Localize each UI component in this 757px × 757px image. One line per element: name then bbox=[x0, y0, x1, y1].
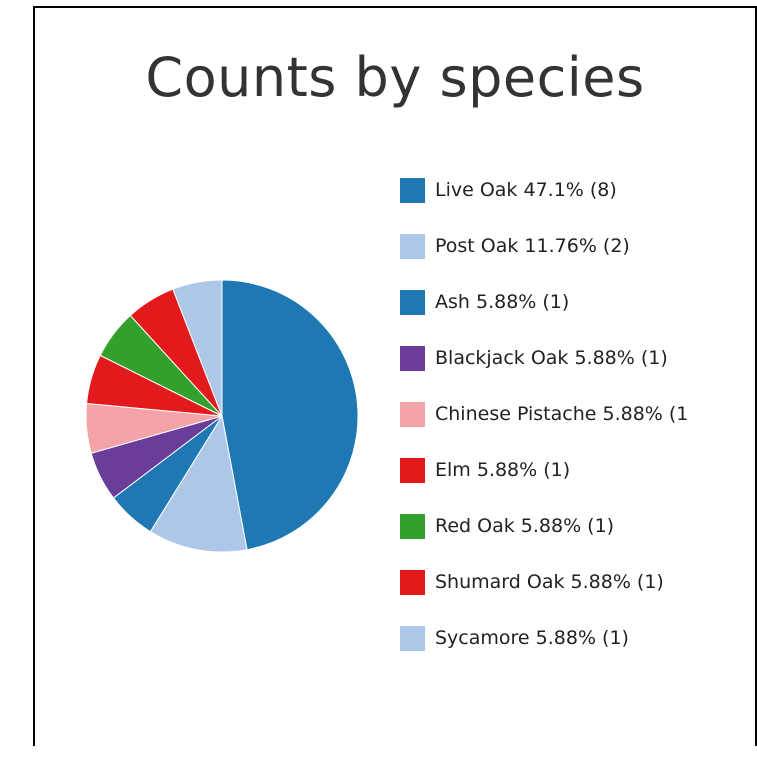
legend-label: Blackjack Oak 5.88% (1) bbox=[435, 347, 668, 369]
legend-swatch bbox=[400, 514, 425, 539]
legend-label: Elm 5.88% (1) bbox=[435, 459, 571, 481]
legend-swatch bbox=[400, 458, 425, 483]
pie-slice-sycamore bbox=[172, 279, 223, 417]
legend-label: Live Oak 47.1% (8) bbox=[435, 179, 617, 201]
legend-label: Ash 5.88% (1) bbox=[435, 291, 570, 313]
legend-item: Shumard Oak 5.88% (1) bbox=[400, 568, 757, 605]
legend: Live Oak 47.1% (8) Post Oak 11.76% (2) Ash… bbox=[400, 176, 757, 680]
legend-item: Red Oak 5.88% (1) bbox=[400, 512, 757, 549]
legend-item: Ash 5.88% (1) bbox=[400, 288, 757, 325]
legend-swatch bbox=[400, 178, 425, 203]
legend-label: Post Oak 11.76% (2) bbox=[435, 235, 630, 257]
legend-label: Shumard Oak 5.88% (1) bbox=[435, 571, 664, 593]
legend-swatch bbox=[400, 346, 425, 371]
legend-label: Red Oak 5.88% (1) bbox=[435, 515, 615, 537]
legend-swatch bbox=[400, 234, 425, 259]
legend-swatch bbox=[400, 570, 425, 595]
legend-label: Chinese Pistache 5.88% (1 bbox=[435, 403, 689, 425]
legend-swatch bbox=[400, 626, 425, 651]
legend-swatch bbox=[400, 402, 425, 427]
legend-item: Live Oak 47.1% (8) bbox=[400, 176, 757, 213]
pie-slice-post-oak bbox=[149, 414, 248, 553]
legend-item: Blackjack Oak 5.88% (1) bbox=[400, 344, 757, 381]
legend-item: Chinese Pistache 5.88% (1 bbox=[400, 400, 757, 437]
legend-label: Sycamore 5.88% (1) bbox=[435, 627, 629, 649]
pie-slice-live-oak bbox=[221, 279, 359, 551]
chart-title: Counts by species bbox=[145, 46, 645, 109]
legend-item: Post Oak 11.76% (2) bbox=[400, 232, 757, 269]
legend-item: Elm 5.88% (1) bbox=[400, 456, 757, 493]
legend-swatch bbox=[400, 290, 425, 315]
legend-item: Sycamore 5.88% (1) bbox=[400, 624, 757, 661]
